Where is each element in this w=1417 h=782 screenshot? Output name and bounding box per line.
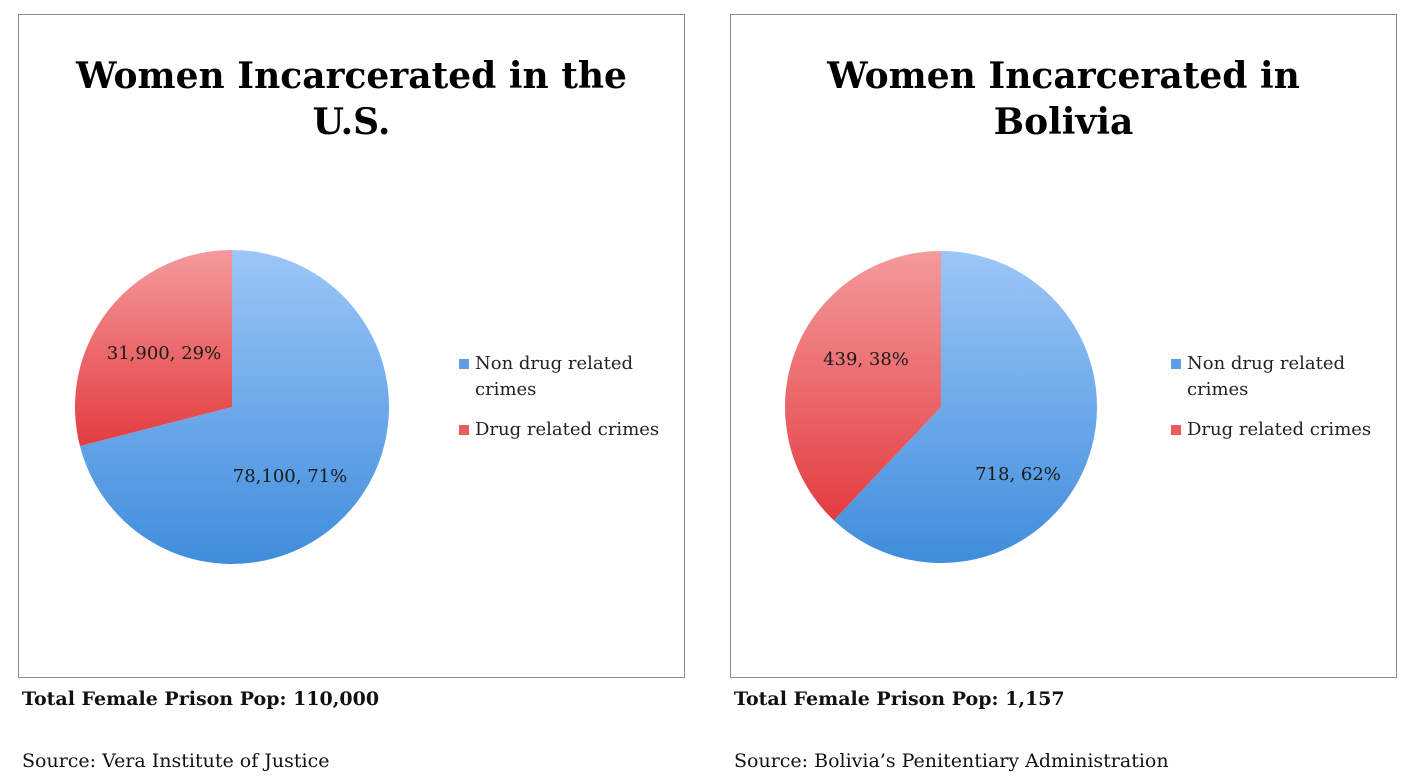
legend-label-line-2: crimes — [1187, 379, 1249, 400]
pie-slice-non-drug — [79, 250, 390, 564]
legend-swatch-blue — [459, 359, 469, 369]
legend-label-line-2: crimes — [475, 379, 537, 400]
pie-slice-drug — [785, 251, 941, 521]
legend-swatch-red — [459, 425, 469, 435]
legend-label: Drug related crimes — [475, 419, 660, 440]
chart-panel-us: Women Incarcerated in the U.S. 78,100, 7… — [0, 0, 690, 782]
legend-label-line-1: Non drug related — [1187, 353, 1346, 374]
legend-label-line-1: Non drug related — [475, 353, 634, 374]
chart-title-line-2: U.S. — [312, 101, 391, 143]
chart-title-line-1: Women Incarcerated in — [827, 55, 1300, 97]
pie-slice-drug — [75, 250, 232, 447]
legend-swatch-blue — [1171, 359, 1181, 369]
legend-item-non-drug: Non drug related crimes — [459, 351, 689, 403]
pie-data-label: 439, 38% — [823, 349, 909, 370]
legend-swatch-red — [1171, 425, 1181, 435]
total-population-label: Total Female Prison Pop: 1,157 — [734, 688, 1065, 710]
chart-panel-bolivia: Women Incarcerated in Bolivia 718, 62% 43… — [712, 0, 1402, 782]
chart-legend: Non drug related crimes Drug related cri… — [459, 351, 689, 457]
legend-item-non-drug: Non drug related crimes — [1171, 351, 1401, 403]
pie-chart-bolivia: 718, 62% 439, 38% — [785, 251, 1097, 563]
legend-label: Drug related crimes — [1187, 419, 1372, 440]
legend-item-drug: Drug related crimes — [459, 417, 689, 443]
chart-legend: Non drug related crimes Drug related cri… — [1171, 351, 1401, 457]
pie-data-label: 78,100, 71% — [233, 466, 347, 487]
source-label: Source: Vera Institute of Justice — [22, 750, 330, 772]
pie-chart-us: 78,100, 71% 31,900, 29% — [75, 250, 390, 564]
chart-frame: Women Incarcerated in the U.S. 78,100, 7… — [18, 14, 685, 678]
chart-title-line-2: Bolivia — [993, 101, 1134, 143]
chart-title-line-1: Women Incarcerated in the — [76, 55, 627, 97]
pie-data-label: 31,900, 29% — [107, 343, 221, 364]
total-population-label: Total Female Prison Pop: 110,000 — [22, 688, 380, 710]
pie-slice-non-drug — [833, 251, 1097, 563]
legend-item-drug: Drug related crimes — [1171, 417, 1401, 443]
pie-data-label: 718, 62% — [975, 464, 1061, 485]
chart-frame: Women Incarcerated in Bolivia 718, 62% 43… — [730, 14, 1397, 678]
chart-title: Women Incarcerated in the U.S. — [19, 53, 684, 145]
source-label: Source: Bolivia’s Penitentiary Administr… — [734, 750, 1169, 772]
chart-title: Women Incarcerated in Bolivia — [731, 53, 1396, 145]
